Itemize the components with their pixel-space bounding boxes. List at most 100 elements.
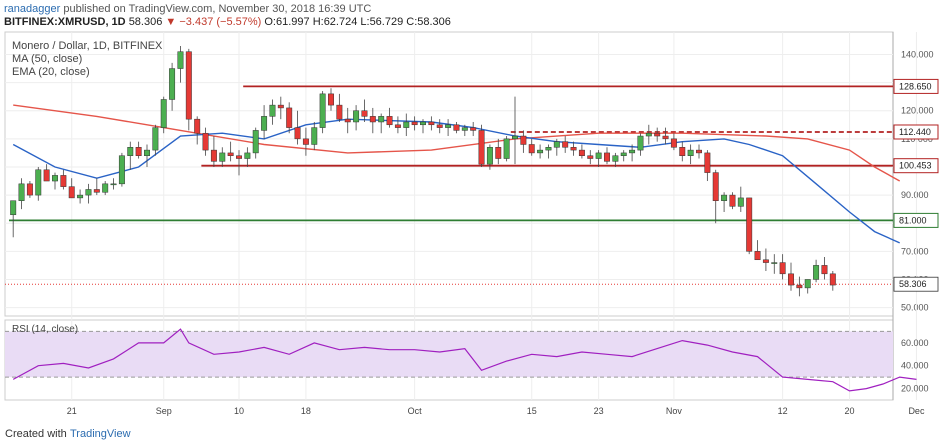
x-tick-label: Dec [908, 406, 925, 416]
x-tick-label: 18 [301, 406, 311, 416]
ma50-line [13, 104, 901, 182]
candle-body [194, 118, 201, 134]
candle-body [35, 169, 42, 196]
level-tag [893, 78, 939, 94]
candle-body [269, 104, 276, 117]
candle-body [578, 149, 585, 156]
candle-body [319, 93, 326, 128]
candle-body [311, 127, 318, 145]
candle-body [135, 147, 142, 156]
candle-body [503, 138, 510, 159]
rsi-tick-label: 40.000 [901, 361, 929, 371]
candle-body [604, 152, 610, 162]
x-tick-label: 10 [234, 406, 244, 416]
candle-body [545, 147, 552, 151]
candle-body [712, 172, 719, 201]
candle-body [461, 127, 468, 131]
candle-body [118, 155, 125, 185]
footer: Created with TradingView [0, 425, 939, 445]
candle-body [127, 147, 134, 156]
candle-body [261, 116, 268, 131]
symbol-line: BITFINEX:XMRUSD, 1D 58.306 ▼ −3.437 (−5.… [4, 16, 451, 28]
candle-body [704, 152, 711, 173]
candle-body [93, 189, 100, 193]
candle-body [403, 121, 410, 128]
candle-body [553, 141, 560, 148]
candle-body [679, 147, 686, 156]
candle-body [486, 147, 493, 165]
rsi-line [12, 328, 917, 392]
candle-body [537, 149, 544, 154]
ema20-line [12, 118, 900, 244]
candle-body [394, 124, 401, 128]
price-change: −3.437 (−5.57%) [179, 16, 262, 28]
candle-body [570, 147, 577, 151]
candle-body [227, 152, 234, 156]
candle-body [219, 152, 226, 162]
x-tick-label: 20 [845, 406, 855, 416]
candle-body [754, 251, 761, 261]
candle-body [68, 186, 75, 199]
candle-body [328, 93, 334, 106]
tradingview-logo[interactable]: TradingView [70, 428, 131, 440]
candle-body [520, 135, 527, 145]
y-tick-label: 50.000 [901, 303, 929, 313]
author-link[interactable]: ranadagger [4, 3, 61, 15]
chart-title: Monero / Dollar, 1D, BITFINEX [12, 40, 163, 52]
x-tick-label: Nov [666, 406, 683, 416]
candle-body [829, 273, 836, 286]
candle-body [286, 107, 293, 128]
candle-body [336, 104, 343, 120]
candle-body [821, 265, 828, 275]
candle-body [436, 124, 443, 128]
level-label: 100.453 [899, 161, 932, 171]
candle-body [804, 279, 811, 289]
candle-body [26, 183, 33, 196]
candle-body [662, 135, 669, 140]
candle-body [369, 116, 376, 123]
candle-body [654, 132, 661, 137]
candle-body [670, 138, 677, 148]
rsi-tick-label: 60.000 [901, 338, 929, 348]
candle-body [210, 149, 217, 162]
candle-body [18, 183, 25, 201]
candle-body [729, 194, 736, 207]
candle-body [796, 284, 803, 289]
candle-body [144, 149, 150, 156]
candle-body [10, 200, 17, 216]
candle-body [737, 197, 744, 207]
ema-legend: EMA (20, close) [12, 66, 90, 78]
y-tick-label: 120.000 [901, 106, 934, 116]
candle-body [696, 149, 702, 154]
candle-body [445, 124, 452, 128]
candle-body [43, 169, 50, 182]
candle-body [411, 121, 418, 126]
publish-text: published on TradingView.com, November 3… [60, 3, 372, 15]
candle-body [428, 121, 435, 126]
candle-body [77, 194, 84, 199]
candle-body [252, 130, 259, 154]
candle-body [512, 135, 518, 140]
candle-body [85, 189, 92, 196]
x-tick-label: Oct [408, 406, 423, 416]
candle-body [645, 132, 652, 137]
x-tick-label: 15 [527, 406, 537, 416]
last-price-label: 58.306 [899, 279, 927, 289]
candle-body [595, 152, 602, 159]
candle-body [60, 175, 67, 187]
x-tick-label: Sep [156, 406, 172, 416]
candle-body [687, 149, 694, 156]
candle-body [762, 259, 769, 263]
symbol-label: BITFINEX:XMRUSD, 1D [4, 16, 126, 28]
last-price-tag [893, 276, 939, 292]
rsi-tick-label: 20.000 [901, 384, 929, 394]
x-tick-label: 12 [778, 406, 788, 416]
candle-body [746, 197, 753, 252]
candle-body [788, 273, 794, 286]
candle-body [528, 144, 535, 154]
candle-body [470, 127, 477, 131]
candle-body [177, 51, 184, 69]
x-tick-label: 21 [67, 406, 77, 416]
level-label: 112.440 [899, 127, 931, 137]
